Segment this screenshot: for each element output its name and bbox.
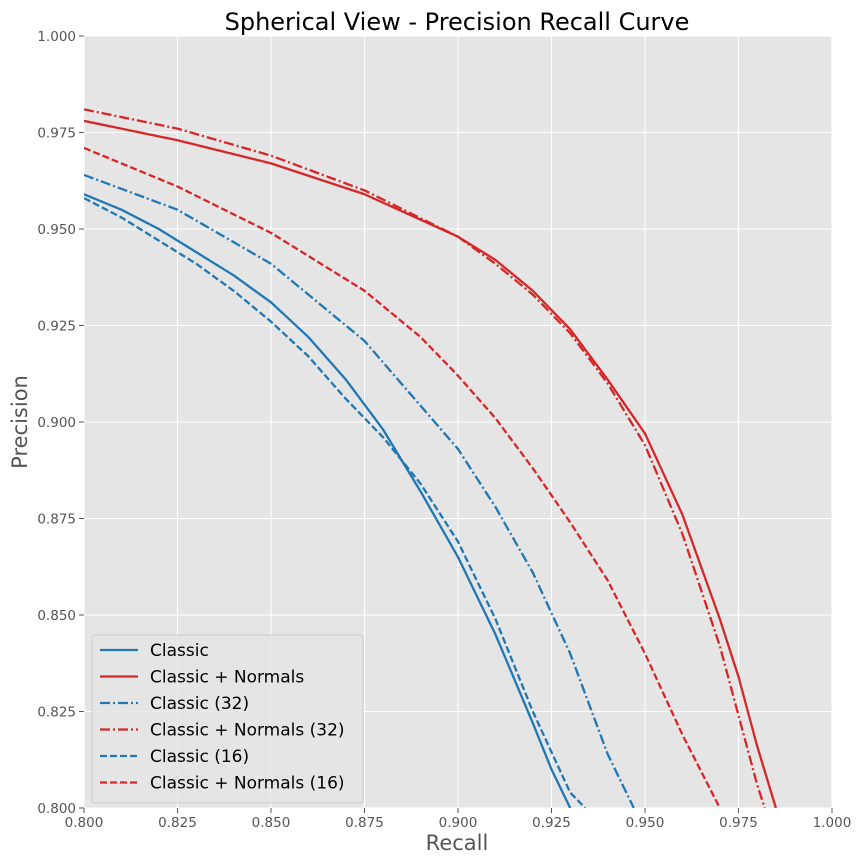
legend-label-classic-16: Classic (16) xyxy=(150,747,249,767)
y-tick-label: 0.825 xyxy=(37,705,76,721)
y-tick-label: 0.925 xyxy=(37,319,76,335)
y-tick-label: 0.900 xyxy=(37,415,76,431)
x-tick-label: 0.925 xyxy=(532,815,571,831)
legend: Classic Classic + Normals Classic (32) Clas… xyxy=(91,634,364,804)
y-tick-label: 1.000 xyxy=(37,29,76,45)
series-line-classic-16 xyxy=(84,197,586,808)
x-tick-label: 1.000 xyxy=(813,815,852,831)
series-line-classic xyxy=(84,193,572,808)
x-axis-ticks: 0.800 0.825 0.850 0.875 0.900 0.925 0.950 0.975… xyxy=(65,808,852,831)
legend-label-classic-normals: Classic + Normals xyxy=(150,668,304,688)
series-line-classic-normals-32 xyxy=(84,108,766,808)
x-tick-label: 0.875 xyxy=(345,815,384,831)
y-tick-label: 0.850 xyxy=(37,608,76,624)
x-tick-label: 0.975 xyxy=(719,815,758,831)
legend-label-classic-normals-16: Classic + Normals (16) xyxy=(150,774,345,794)
series-line-classic-normals xyxy=(84,119,778,808)
y-tick-label: 0.800 xyxy=(37,801,76,817)
x-tick-label: 0.950 xyxy=(626,815,665,831)
legend-label-classic-32: Classic (32) xyxy=(150,694,249,714)
chart-title: Spherical View - Precision Recall Curve xyxy=(225,8,690,36)
legend-label-classic: Classic xyxy=(150,641,209,661)
y-tick-label: 0.875 xyxy=(37,512,76,528)
y-axis-label: Precision xyxy=(8,375,32,469)
legend-label-classic-normals-32: Classic + Normals (32) xyxy=(150,721,345,741)
y-tick-label: 0.950 xyxy=(37,222,76,238)
series-line-classic-normals-16 xyxy=(84,146,721,808)
legend-box xyxy=(91,634,364,804)
x-axis-label: Recall xyxy=(426,831,489,855)
x-tick-label: 0.800 xyxy=(65,815,104,831)
y-axis-ticks: 0.800 0.825 0.850 0.875 0.900 0.925 0.950 0.975… xyxy=(37,29,84,817)
x-tick-label: 0.900 xyxy=(439,815,478,831)
series-line-classic-32 xyxy=(84,173,635,808)
y-tick-label: 0.975 xyxy=(37,126,76,142)
series-layer xyxy=(84,108,778,808)
x-tick-label: 0.825 xyxy=(158,815,197,831)
x-tick-label: 0.850 xyxy=(252,815,291,831)
